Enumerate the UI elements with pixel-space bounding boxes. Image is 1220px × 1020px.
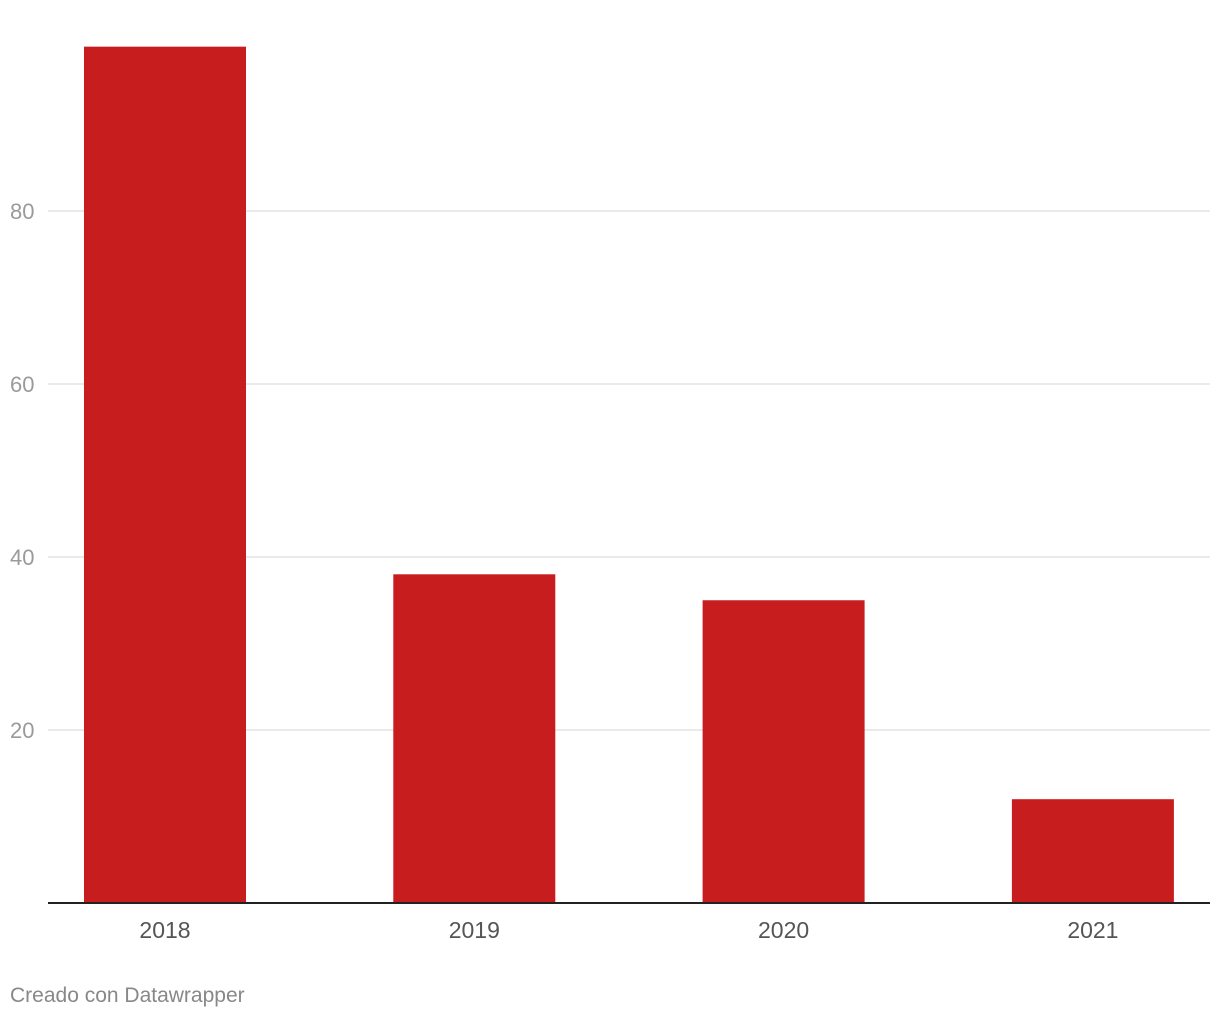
- x-tick-label-2021: 2021: [1067, 917, 1118, 943]
- x-tick-label-2018: 2018: [139, 917, 190, 943]
- bar-2018: [84, 46, 246, 903]
- y-tick-label: 80: [10, 199, 34, 224]
- y-tick-label: 60: [10, 372, 34, 397]
- y-tick-label: 20: [10, 718, 34, 743]
- x-tick-label-2019: 2019: [449, 917, 500, 943]
- bar-2021: [1011, 799, 1174, 903]
- x-tick-label-2020: 2020: [758, 917, 809, 943]
- bar-2020: [702, 600, 865, 903]
- y-tick-label: 40: [10, 545, 34, 570]
- bars: [84, 46, 1174, 903]
- footer-credit: Creado con Datawrapper: [10, 984, 245, 1007]
- bar-2019: [393, 574, 556, 903]
- bar-chart: 20 40 60 80 2018 2019 2020 2021: [10, 46, 1210, 943]
- x-axis-ticks: 2018 2019 2020 2021: [139, 917, 1118, 943]
- y-axis-ticks: 20 40 60 80: [10, 199, 34, 743]
